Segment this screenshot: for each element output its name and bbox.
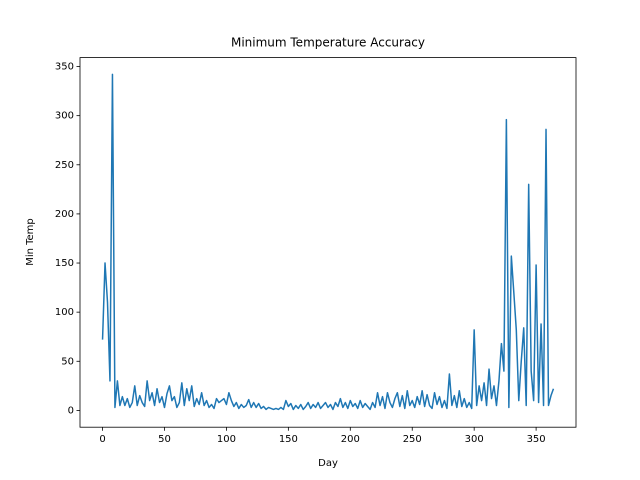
y-axis-label: Min Temp bbox=[25, 218, 36, 266]
y-tick-label: 200 bbox=[55, 209, 74, 220]
y-tick-label: 150 bbox=[55, 258, 74, 269]
x-tick-label: 100 bbox=[217, 434, 236, 445]
y-tick-label: 0 bbox=[68, 405, 74, 416]
x-tick-label: 350 bbox=[527, 434, 546, 445]
x-tick-label: 250 bbox=[403, 434, 422, 445]
y-tick-label: 100 bbox=[55, 307, 74, 318]
x-tick-label: 50 bbox=[158, 434, 171, 445]
y-tick-label: 50 bbox=[61, 356, 74, 367]
x-axis-label: Day bbox=[318, 458, 338, 469]
x-tick-label: 0 bbox=[99, 434, 105, 445]
y-tick-label: 250 bbox=[55, 160, 74, 171]
chart-title: Minimum Temperature Accuracy bbox=[231, 36, 425, 50]
x-tick-label: 300 bbox=[465, 434, 484, 445]
line bbox=[101, 73, 555, 411]
y-tick-label: 350 bbox=[55, 62, 74, 73]
plot-frame bbox=[79, 57, 577, 428]
y-tick-label: 300 bbox=[55, 111, 74, 122]
x-tick-label: 150 bbox=[279, 434, 298, 445]
x-tick-label: 200 bbox=[341, 434, 360, 445]
